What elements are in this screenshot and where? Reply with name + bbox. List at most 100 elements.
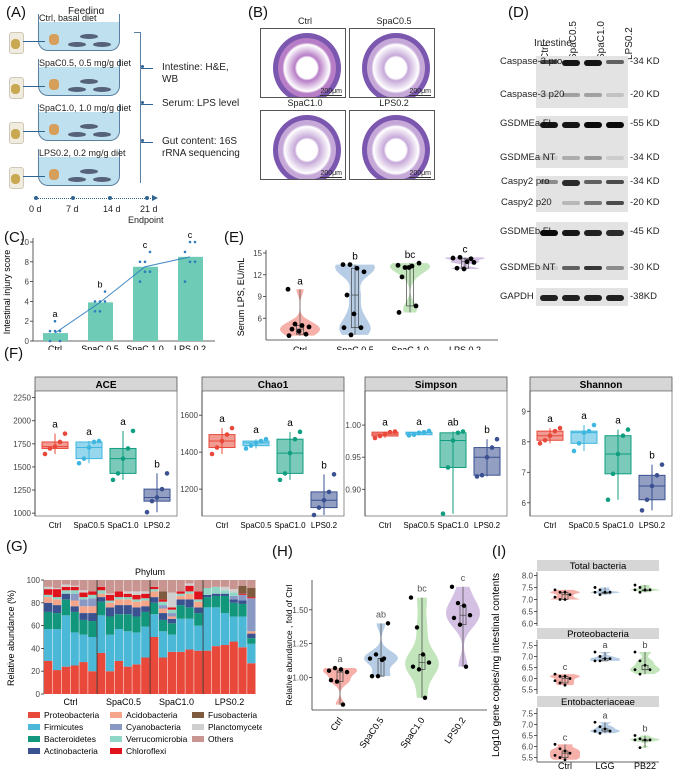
stack-segment (203, 594, 212, 598)
legend-label: Actinobacteria (44, 746, 98, 756)
data-point (406, 265, 412, 270)
group-label: LPS0.2, 0.2 mg/g diet (39, 148, 126, 158)
fish-icon (68, 177, 86, 182)
data-point (361, 269, 367, 275)
y-tick-label: 6 (258, 314, 263, 323)
y-tick-label: 1400 (180, 448, 198, 457)
stack-segment (114, 597, 123, 600)
stack-segment (52, 605, 62, 614)
bar (88, 302, 113, 341)
timeline-label: 21 d (140, 204, 158, 214)
data-point (615, 451, 621, 457)
data-point (648, 668, 652, 672)
data-point (457, 254, 463, 260)
blot-band (584, 180, 602, 184)
y-tick-label: 6.0 (522, 675, 534, 684)
timeline-line (35, 198, 155, 199)
data-point (148, 270, 152, 273)
data-point (414, 625, 420, 630)
arrow-line (23, 41, 45, 42)
blot-band (562, 93, 580, 97)
band-name: Caspy2 p20 (501, 197, 552, 208)
data-point (643, 663, 647, 667)
data-point (463, 664, 469, 669)
legend-swatch (110, 736, 122, 742)
data-point (557, 425, 563, 431)
tissue-section (362, 115, 430, 179)
data-point (563, 590, 567, 594)
data-point (558, 681, 562, 685)
stack-segment (52, 629, 62, 671)
stack-segment (211, 580, 221, 587)
stack-segment (88, 671, 97, 694)
significance-letter: a (52, 420, 58, 431)
data-point (292, 321, 298, 327)
stack-segment (158, 608, 168, 614)
data-point (633, 583, 637, 587)
data-point (316, 505, 322, 510)
y-tick-label: 1.50 (292, 606, 308, 615)
stack-segment (185, 649, 194, 694)
legend-swatch (192, 712, 204, 718)
stack-segment (176, 580, 185, 592)
data-point (474, 474, 480, 479)
stack-segment (123, 631, 132, 667)
stack-segment (185, 591, 194, 594)
data-point (598, 655, 602, 658)
fish-icon (93, 177, 111, 182)
data-point (593, 590, 597, 594)
stack-segment (44, 580, 53, 587)
stack-segment (61, 584, 70, 587)
blot-band (540, 295, 558, 301)
stack-segment (123, 591, 132, 594)
y-tick-label: 6.0 (522, 620, 534, 629)
stack-segment (220, 593, 229, 596)
legend-swatch (110, 748, 122, 754)
data-point (340, 702, 346, 707)
stack-segment (79, 592, 88, 598)
stack-segment (61, 590, 70, 594)
data-point (603, 590, 607, 594)
data-point (563, 674, 567, 678)
stack-segment (88, 591, 97, 595)
y-axis-label: Relative abundance , fold of Ctrl (284, 584, 294, 705)
data-point (341, 325, 347, 331)
chart-g-phylum: Phylum Relative abundance (%) 0 20 40 60 80 100… (6, 567, 262, 756)
data-point (354, 265, 360, 271)
x-tick-label: SpaC 0.5 (336, 345, 374, 350)
data-point (372, 435, 378, 441)
blot-band (584, 122, 602, 128)
x-tick-label: SpaC1.0 (274, 521, 306, 530)
stack-segment (79, 662, 88, 694)
stack-segment (70, 586, 79, 591)
stack-segment (123, 597, 132, 600)
fish-icon (80, 34, 98, 39)
bar (133, 266, 158, 341)
x-tick-label: SpaC1.0 (602, 521, 634, 530)
image-title: LPS0.2 (379, 98, 409, 108)
data-point (282, 471, 288, 476)
data-point (321, 497, 327, 503)
x-tick-label: PB22 (634, 761, 656, 770)
significance-letter: b (642, 724, 647, 734)
facet-title: ACE (95, 380, 116, 391)
data-point (382, 431, 388, 437)
stack-segment (247, 580, 256, 588)
fish-icon (93, 87, 111, 92)
stack-segment (220, 613, 229, 645)
significance-letter: a (602, 710, 607, 720)
blot-band (584, 230, 602, 236)
x-tick-label: SpaC 0.5 (81, 344, 119, 350)
y-tick-label: 7.5 (522, 641, 534, 650)
data-point (399, 274, 405, 280)
data-point (633, 588, 637, 592)
food-icon (49, 34, 59, 45)
data-point (603, 727, 607, 731)
arrow-line (23, 86, 45, 87)
blot-band (606, 266, 624, 270)
significance-letter: a (86, 427, 92, 438)
stack-segment (247, 598, 256, 632)
data-point (328, 678, 334, 683)
data-point (638, 737, 642, 741)
stack-segment (141, 598, 150, 601)
